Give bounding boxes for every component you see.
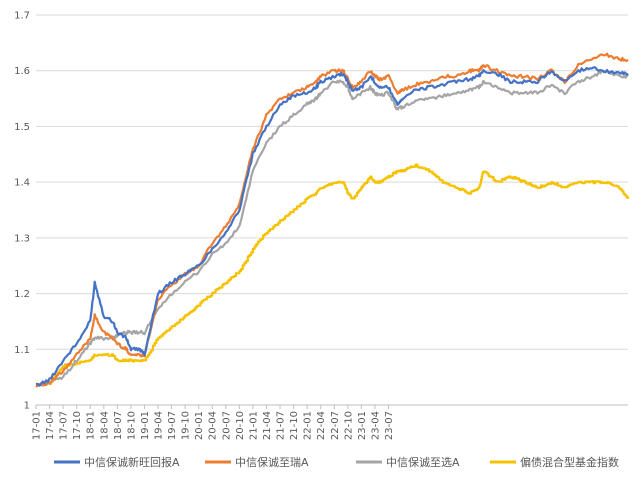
legend-label: 中信保诚至选A xyxy=(386,455,460,469)
y-tick-label: 1.4 xyxy=(14,178,30,189)
x-tick-label: 23-04 xyxy=(370,411,381,440)
x-tick-label: 21-01 xyxy=(248,411,259,440)
y-tick-label: 1.3 xyxy=(14,233,30,244)
y-tick-label: 1.1 xyxy=(14,345,30,356)
x-tick-label: 22-01 xyxy=(303,411,314,440)
x-tick-label: 19-10 xyxy=(181,411,192,440)
series-line-4 xyxy=(36,163,630,387)
y-tick-label: 1.7 xyxy=(14,11,30,22)
x-tick-label: 20-04 xyxy=(208,411,219,440)
x-tick-label: 19-04 xyxy=(154,411,165,440)
legend: 中信保诚新旺回报A 中信保诚至瑞A 中信保诚至选A 偏债混合型基金指数 xyxy=(54,455,619,469)
x-tick-label: 20-10 xyxy=(235,411,246,440)
x-tick-label: 23-01 xyxy=(357,411,368,440)
x-tick-label: 20-01 xyxy=(194,411,205,440)
y-tick-label: 1 xyxy=(24,401,30,412)
x-tick-label: 18-01 xyxy=(86,411,97,440)
x-tick-label: 18-04 xyxy=(99,411,110,440)
x-tick-label: 19-01 xyxy=(140,411,151,440)
x-tick-label: 23-07 xyxy=(384,411,395,440)
x-tick-label: 22-04 xyxy=(316,411,327,440)
y-tick-label: 1.2 xyxy=(14,289,30,300)
x-tick-label: 20-07 xyxy=(221,411,232,440)
x-tick-label: 21-10 xyxy=(289,411,300,440)
axis-layer: 1 1.1 1.2 1.3 1.4 1.5 1.6 1.7 17-01 17-04 17-07 17-… xyxy=(14,11,628,440)
series-line-1 xyxy=(35,66,629,387)
x-tick-label: 21-04 xyxy=(262,411,273,440)
x-tick-label: 21-07 xyxy=(276,411,287,440)
y-tick-label: 1.5 xyxy=(14,122,30,133)
x-tick-label: 17-07 xyxy=(59,411,70,440)
x-tick-label: 17-01 xyxy=(32,411,43,440)
y-tick-label: 1.6 xyxy=(14,66,30,77)
x-tick-label: 17-04 xyxy=(45,411,56,440)
x-tick-label: 22-07 xyxy=(330,411,341,440)
series-line-2 xyxy=(35,52,629,388)
legend-label: 中信保诚至瑞A xyxy=(235,455,309,469)
x-tick-label: 19-07 xyxy=(167,411,178,440)
series-line-3 xyxy=(36,69,629,387)
x-tick-label: 18-07 xyxy=(113,411,124,440)
legend-label: 偏债混合型基金指数 xyxy=(520,455,619,469)
x-tick-label: 18-10 xyxy=(126,411,137,440)
legend-label: 中信保诚新旺回报A xyxy=(84,455,180,469)
x-tick-label: 17-10 xyxy=(72,411,83,440)
x-tick-label: 22-10 xyxy=(343,411,354,440)
series-layer xyxy=(35,52,630,388)
